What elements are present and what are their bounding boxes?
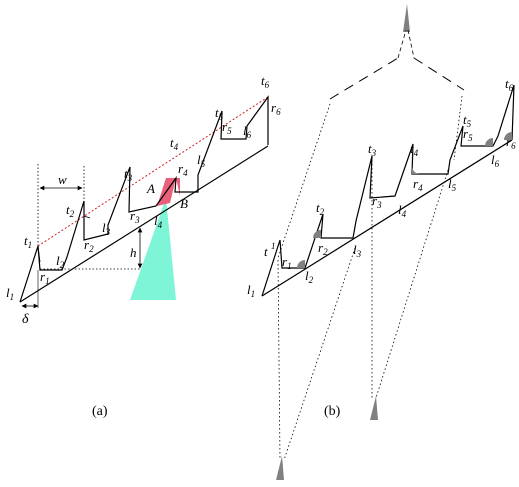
label-delta: δ xyxy=(22,312,29,327)
panel-a: l1 l2 l3 l4 l5 l6 r1 r2 r3 r4 r5 r6 t1 t… xyxy=(6,73,281,419)
label-b-t3: t3 xyxy=(368,141,377,158)
mark-r2 xyxy=(313,230,321,238)
label-r1: r1 xyxy=(40,269,50,286)
label-t4: t4 xyxy=(170,135,179,152)
base-line-b xyxy=(261,139,513,297)
caption-a: (a) xyxy=(92,404,108,419)
envelope-line xyxy=(37,96,269,247)
tick-t1 xyxy=(37,245,41,263)
panel-b: l1 l2 l3 l4 l5 l6 r1 r2 r3 r4 r5 r6 t 1 … xyxy=(247,4,516,480)
label-l6: l6 xyxy=(243,123,252,140)
label-b-l5: l5 xyxy=(448,176,457,193)
base-line xyxy=(19,145,269,303)
label-r3: r3 xyxy=(130,208,140,225)
label-t2: t2 xyxy=(66,202,75,219)
label-b-r6: r6 xyxy=(506,134,516,151)
mark-r4 xyxy=(412,166,420,174)
label-b-l6: l6 xyxy=(491,152,500,169)
label-b-l4: l4 xyxy=(398,202,407,219)
sawtooth-profile-b xyxy=(261,84,515,297)
label-b-l1: l1 xyxy=(247,282,255,299)
label-r2: r2 xyxy=(84,237,94,254)
mark-r1 xyxy=(297,260,305,268)
label-w: w xyxy=(58,172,67,187)
label-b-r1: r1 xyxy=(282,254,292,271)
proj-l1-down xyxy=(277,259,281,461)
label-r4: r4 xyxy=(178,161,188,178)
label-b-t2: t2 xyxy=(316,200,325,217)
label-l2: l2 xyxy=(56,253,65,270)
label-b-r3: r3 xyxy=(372,193,382,210)
label-t1: t1 xyxy=(24,233,32,250)
label-b-t1: t xyxy=(264,244,268,259)
label-r5: r5 xyxy=(222,119,232,136)
label-region-b: B xyxy=(180,196,188,211)
label-b-l2: l2 xyxy=(305,268,314,285)
top-dash-left-arm xyxy=(329,57,399,100)
mark-r6 xyxy=(504,132,512,140)
top-dash-left xyxy=(397,29,407,59)
region-b-shape xyxy=(176,178,180,196)
label-b-l3: l3 xyxy=(353,242,362,259)
caption-b: (b) xyxy=(324,404,341,419)
label-r6: r6 xyxy=(271,100,281,117)
label-b-r5: r5 xyxy=(463,126,473,143)
label-h: h xyxy=(130,245,137,260)
proj-l3-down xyxy=(283,247,356,461)
label-region-a: A xyxy=(146,181,155,196)
label-b-t5: t5 xyxy=(463,112,472,129)
apex-l3 xyxy=(370,396,378,420)
apex-top xyxy=(403,4,410,32)
label-b-t1-mark: 1 xyxy=(271,241,276,251)
proj-l1-top xyxy=(277,103,331,259)
mark-r5 xyxy=(485,138,493,146)
label-b-t6: t6 xyxy=(505,76,514,93)
label-l1: l1 xyxy=(6,285,14,302)
label-t5: t5 xyxy=(215,105,224,122)
visibility-cone xyxy=(130,198,176,300)
label-t6: t6 xyxy=(261,73,270,90)
apex-l1 xyxy=(276,456,284,480)
label-b-t4: t4 xyxy=(410,141,419,158)
label-b-r2: r2 xyxy=(318,240,328,257)
sawtooth-profile xyxy=(19,95,269,303)
proj-r6-top xyxy=(453,95,463,161)
label-l5: l5 xyxy=(197,152,206,169)
label-l3: l3 xyxy=(102,220,111,237)
proj-l5-down xyxy=(375,169,449,399)
label-l4: l4 xyxy=(154,213,163,230)
tick-t2 xyxy=(83,215,91,219)
label-t3: t3 xyxy=(124,166,133,183)
top-dash-right xyxy=(407,29,415,59)
label-b-r4: r4 xyxy=(413,176,423,193)
top-dash-right-arm xyxy=(413,57,465,91)
